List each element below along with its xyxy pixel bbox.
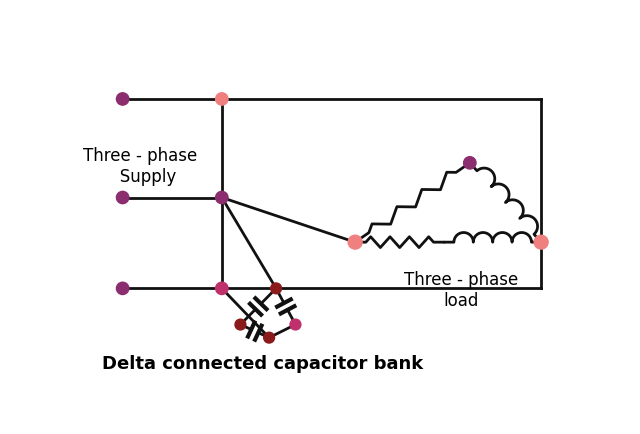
Circle shape (216, 94, 228, 106)
Circle shape (116, 192, 129, 204)
Text: Three - phase
load: Three - phase load (404, 271, 518, 309)
Circle shape (116, 94, 129, 106)
Circle shape (116, 283, 129, 295)
Circle shape (271, 283, 282, 294)
Circle shape (216, 192, 228, 204)
Circle shape (534, 236, 548, 250)
Text: Three - phase
   Supply: Three - phase Supply (83, 146, 198, 185)
Circle shape (348, 236, 362, 250)
Text: Delta connected capacitor bank: Delta connected capacitor bank (102, 355, 423, 372)
Circle shape (290, 319, 301, 330)
Circle shape (264, 332, 275, 343)
Circle shape (463, 158, 476, 170)
Circle shape (235, 319, 246, 330)
Circle shape (216, 283, 228, 295)
